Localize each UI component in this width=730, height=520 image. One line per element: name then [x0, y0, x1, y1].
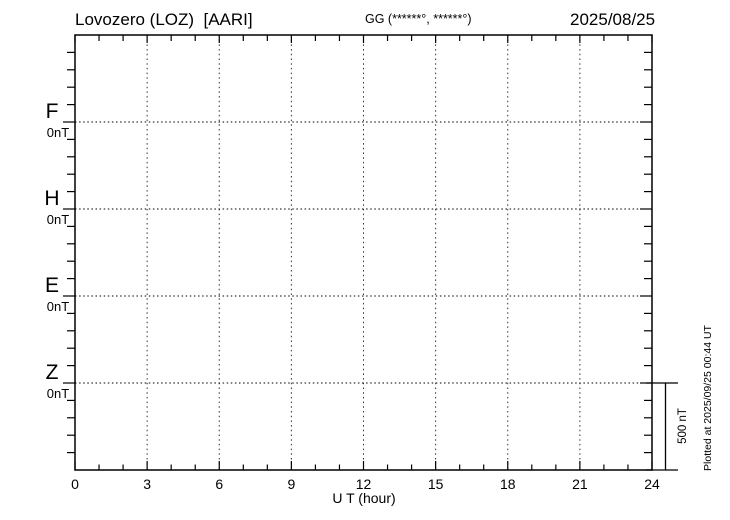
component-baseline-value-E: 0nT: [47, 299, 69, 314]
x-tick-label-24: 24: [644, 476, 660, 492]
component-letter-H: H: [44, 187, 59, 210]
x-tick-label-3: 3: [143, 476, 151, 492]
vertical-gridlines: [146, 35, 581, 470]
x-tick-label-12: 12: [356, 476, 372, 492]
component-letter-E: E: [45, 274, 59, 297]
component-label-H: H 0nT: [44, 187, 69, 227]
x-tick-label-15: 15: [428, 476, 444, 492]
date-label: 2025/08/25: [570, 10, 655, 29]
component-label-Z: Z 0nT: [46, 361, 70, 401]
scale-bar-label: 500 nT: [677, 408, 689, 444]
x-tick-label-9: 9: [287, 476, 295, 492]
geographic-coords-label: GG (******°, ******°): [365, 12, 472, 26]
x-tick-label-0: 0: [71, 476, 79, 492]
station-title: Lovozero (LOZ) [AARI]: [75, 10, 253, 29]
axis-ticks: [63, 35, 653, 470]
x-axis-tick-labels: 0 3 6 9 12 15 18 21 24: [71, 476, 660, 492]
x-tick-label-18: 18: [500, 476, 516, 492]
x-tick-label-6: 6: [215, 476, 223, 492]
component-baseline-value-Z: 0nT: [47, 386, 69, 401]
component-baseline-value-F: 0nT: [47, 125, 69, 140]
component-label-E: E 0nT: [45, 274, 69, 314]
scale-bar: 500 nT: [646, 382, 689, 471]
plotted-at-note: Plotted at 2025/09/25 00:44 UT: [702, 324, 714, 471]
component-letter-F: F: [46, 100, 59, 123]
component-label-F: F 0nT: [46, 100, 70, 140]
x-tick-label-21: 21: [572, 476, 588, 492]
x-axis-title: U T (hour): [332, 490, 395, 506]
component-baseline-value-H: 0nT: [47, 212, 69, 227]
component-letter-Z: Z: [46, 361, 59, 384]
component-baselines: [75, 121, 652, 384]
